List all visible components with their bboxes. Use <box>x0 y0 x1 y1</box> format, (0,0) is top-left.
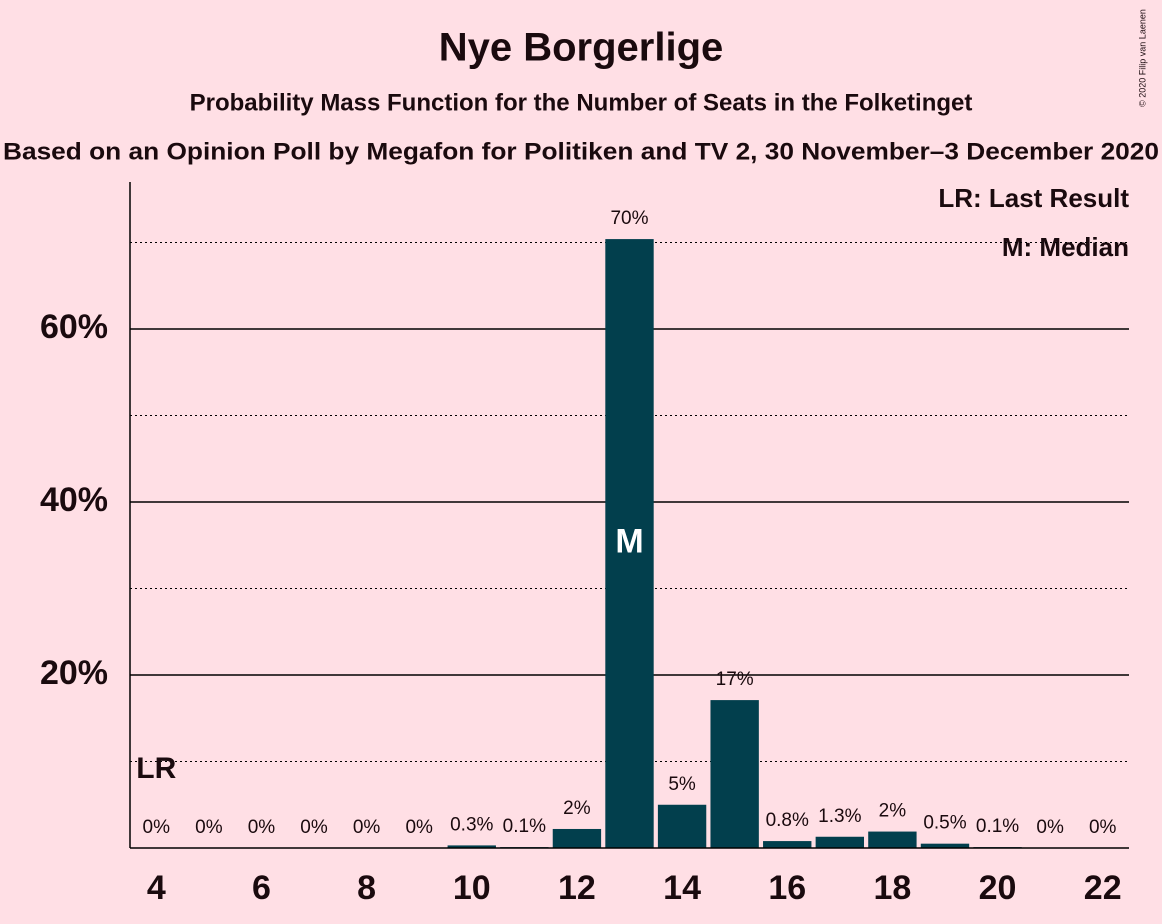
chart-title: Nye Borgerlige <box>439 26 724 70</box>
bar <box>657 804 707 848</box>
x-tick-label: 10 <box>453 869 491 907</box>
data-label: 0% <box>248 817 276 838</box>
x-tick-label: 20 <box>979 869 1017 907</box>
chart-subtitle: Based on an Opinion Poll by Megafon for … <box>3 138 1159 165</box>
y-tick-label: 20% <box>40 654 108 692</box>
data-label: 0.1% <box>976 816 1019 837</box>
copyright: © 2020 Filip van Laenen <box>1137 9 1147 107</box>
bar <box>763 841 812 848</box>
data-label: 0.8% <box>766 810 809 831</box>
y-tick-label: 40% <box>40 481 108 519</box>
data-label: 0% <box>195 817 223 838</box>
median-marker: M <box>615 523 643 561</box>
data-label: 0% <box>1089 817 1117 838</box>
bar <box>552 828 602 848</box>
legend-entry: M: Median <box>1002 232 1129 262</box>
chart-subtitle: Probability Mass Function for the Number… <box>190 89 973 116</box>
x-tick-label: 12 <box>558 869 596 907</box>
data-label: 70% <box>610 208 648 229</box>
x-tick-label: 14 <box>663 869 701 907</box>
data-label: 1.3% <box>818 806 861 827</box>
bar <box>447 845 496 848</box>
data-label: 0.1% <box>503 816 546 837</box>
bar <box>920 843 970 848</box>
x-tick-label: 18 <box>873 869 911 907</box>
data-label: 0% <box>405 817 433 838</box>
x-tick-label: 4 <box>147 869 166 907</box>
bar <box>868 831 917 848</box>
data-label: 0% <box>353 817 381 838</box>
data-label: 2% <box>879 801 907 822</box>
data-label: 0% <box>300 817 328 838</box>
y-tick-label: 60% <box>40 308 108 346</box>
x-tick-label: 22 <box>1084 869 1122 907</box>
data-label: 17% <box>716 669 754 690</box>
bar <box>710 700 759 848</box>
x-tick-label: 16 <box>768 869 806 907</box>
data-label: 0.3% <box>450 814 493 835</box>
data-label: 0% <box>1036 817 1064 838</box>
data-label: 2% <box>563 798 591 819</box>
last-result-marker: LR <box>136 752 176 785</box>
data-label: 0% <box>143 817 171 838</box>
x-tick-label: 6 <box>252 869 271 907</box>
legend-entry: LR: Last Result <box>938 183 1129 213</box>
bar <box>815 836 865 848</box>
bar <box>605 239 654 849</box>
data-label: 0.5% <box>923 813 966 834</box>
data-label: 5% <box>668 774 696 795</box>
x-tick-label: 8 <box>357 869 376 907</box>
